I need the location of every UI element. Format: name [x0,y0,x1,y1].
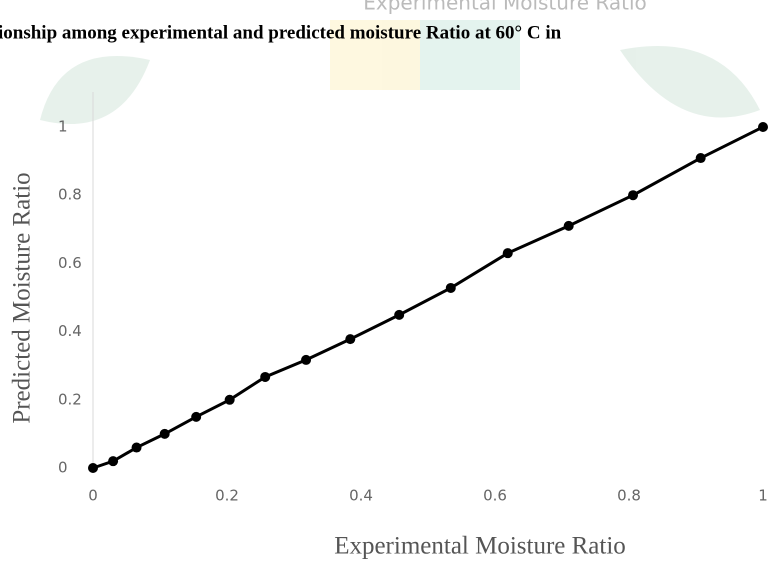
point [563,220,574,231]
x-axis-label: Experimental Moisture Ratio [334,533,626,560]
y-tick-label: 0.6 [58,254,82,272]
chart-title: ionship among experimental and predicted… [0,22,562,43]
point [108,456,119,467]
series-line [92,125,764,470]
x-tick-label: 0.6 [483,487,507,505]
y-tick-label: 0.4 [58,322,82,340]
watermark [40,20,760,124]
point [695,153,706,164]
x-tick-label: 0 [88,487,98,505]
point [394,309,405,320]
y-axis-label: Predicted Moisture Ratio [9,172,36,423]
point [260,371,271,382]
point [224,394,235,405]
point [758,122,768,132]
x-tick-label: 0.4 [349,487,373,505]
point [628,190,639,201]
x-tick-label: 0.8 [617,487,641,505]
y-tick-label: 1 [58,118,68,136]
y-tick-label: 0.2 [58,390,82,408]
x-tick-label: 1 [758,487,768,505]
point [131,442,142,453]
point [445,282,456,293]
point [502,248,513,259]
point [88,463,98,473]
top-caption: Experimental Moisture Ratio [363,0,647,15]
y-tick-label: 0.8 [58,186,82,204]
point [159,428,170,439]
point [345,334,356,345]
point [191,411,202,422]
x-tick-label: 0.2 [215,487,239,505]
y-tick-label: 0 [58,459,68,477]
point [301,354,312,365]
